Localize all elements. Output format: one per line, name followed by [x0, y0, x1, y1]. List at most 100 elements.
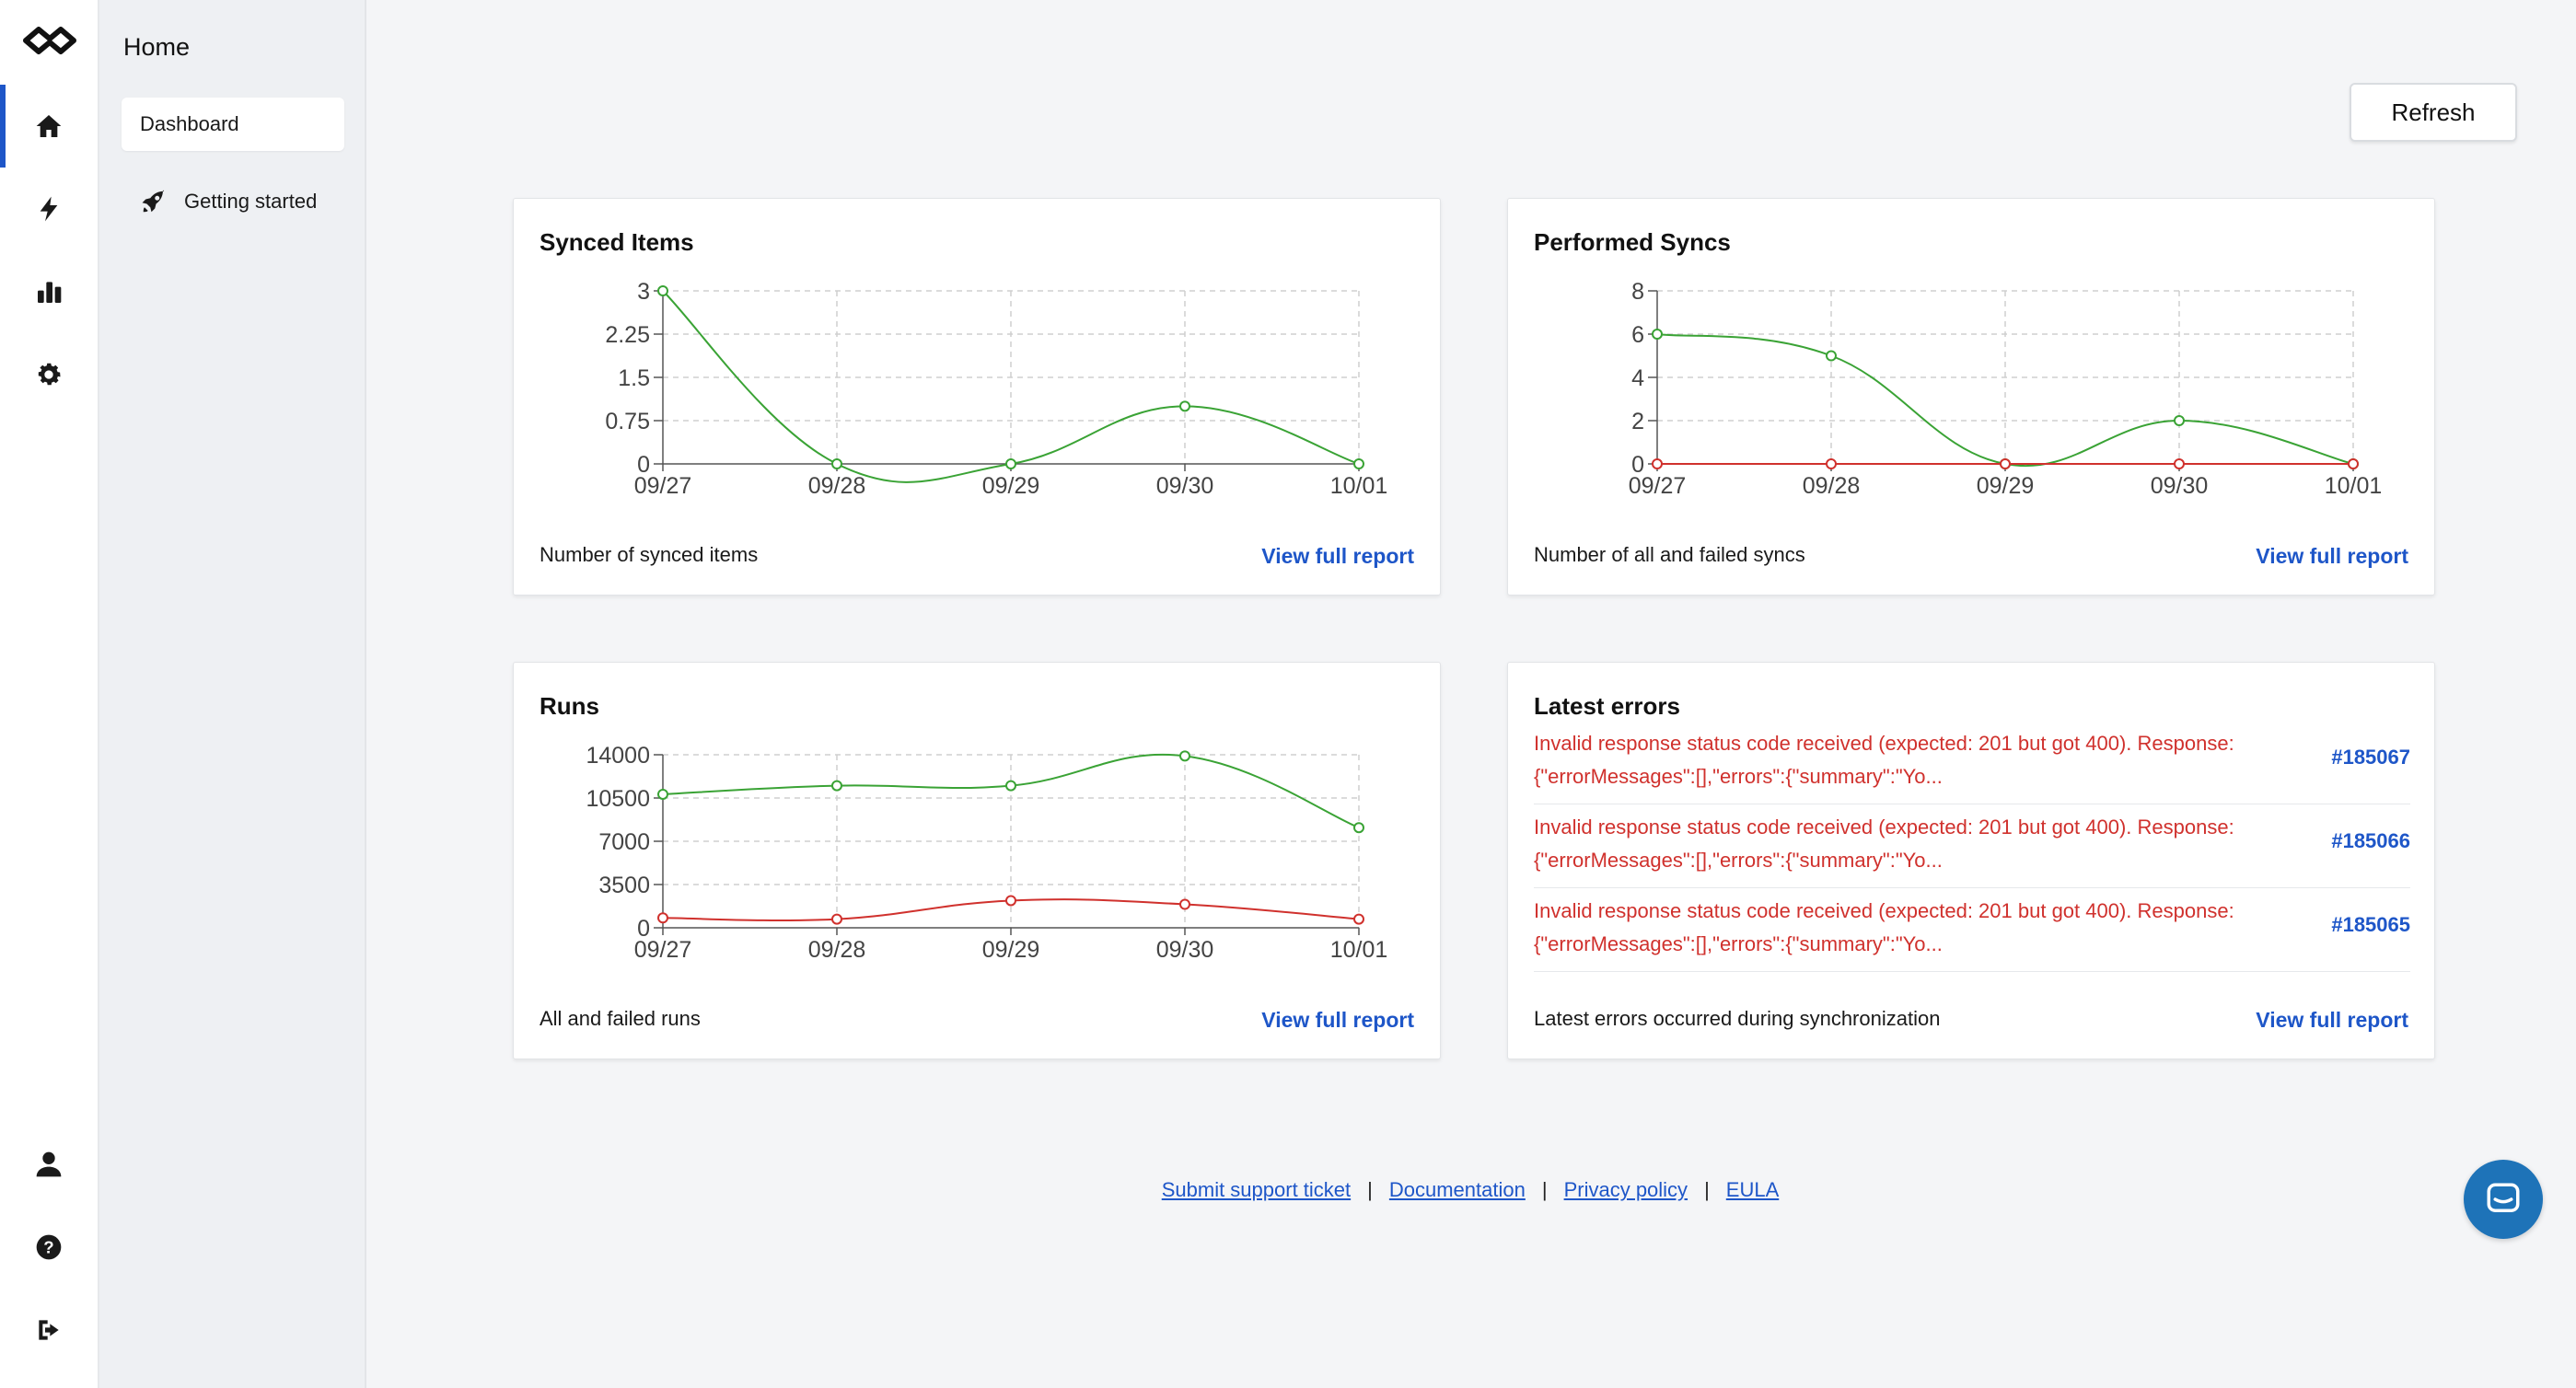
y-tick-label: 1.5 — [618, 365, 650, 391]
data-point[interactable] — [1652, 329, 1663, 340]
sidebar-item-dashboard[interactable]: Dashboard — [122, 98, 344, 151]
data-point[interactable] — [657, 285, 668, 296]
sidebar-item-getting-started[interactable]: Getting started — [122, 175, 344, 228]
nav-logout-button[interactable] — [0, 1289, 98, 1371]
nav-home-button[interactable] — [0, 85, 98, 168]
gear-icon — [38, 363, 61, 386]
synced-items-card: 0 0.75 1.5 2.25 3 09/27 09/28 09/29 09/30 10/01 S… — [513, 198, 1441, 596]
card-caption: Number of synced items — [540, 543, 759, 566]
x-tick-label: 09/29 — [1977, 473, 2035, 499]
x-tick-label: 09/28 — [1803, 473, 1861, 499]
x-tick-label: 09/29 — [982, 473, 1040, 499]
error-message: Invalid response status code received (e… — [1534, 895, 2289, 961]
card-title: Latest errors — [1534, 692, 1680, 720]
error-id-link[interactable]: #185065 — [2331, 913, 2410, 936]
x-tick-label: 09/27 — [634, 937, 692, 963]
y-tick-label: 2.25 — [605, 322, 650, 348]
y-tick-label: 3 — [637, 279, 650, 305]
data-point[interactable] — [831, 780, 842, 792]
help-icon: ? — [36, 1234, 62, 1260]
submit-support-ticket-link[interactable]: Submit support ticket — [1161, 1178, 1352, 1201]
data-point[interactable] — [2174, 458, 2185, 469]
y-tick-label: 10500 — [586, 786, 650, 812]
latest-errors-card: Latest errors Invalid response status co… — [1507, 662, 2435, 1059]
synced-items-chart: 0 0.75 1.5 2.25 3 09/27 09/28 09/29 09/30 10/01 — [605, 279, 1388, 499]
data-point[interactable] — [657, 788, 668, 800]
data-point[interactable] — [2348, 458, 2359, 469]
chat-launcher-button[interactable] — [2464, 1160, 2543, 1239]
error-id-link[interactable]: #185067 — [2331, 746, 2410, 769]
y-tick-label: 2 — [1631, 409, 1644, 434]
card-title: Synced Items — [540, 228, 694, 256]
data-point[interactable] — [1005, 780, 1016, 792]
data-point[interactable] — [1005, 458, 1016, 469]
data-point[interactable] — [1179, 898, 1190, 910]
refresh-button[interactable]: Refresh — [2350, 83, 2517, 142]
user-icon — [36, 1151, 62, 1177]
error-message-line: Invalid response status code received (e… — [1534, 899, 2234, 922]
y-tick-label: 0 — [1631, 452, 1644, 478]
x-tick-label: 10/01 — [1330, 473, 1388, 499]
data-point[interactable] — [831, 458, 842, 469]
error-message-line: Invalid response status code received (e… — [1534, 815, 2234, 839]
data-point[interactable] — [1353, 822, 1364, 834]
error-message: Invalid response status code received (e… — [1534, 727, 2289, 793]
view-full-report-link[interactable]: View full report — [1261, 544, 1414, 568]
footer-separator: | — [1704, 1178, 1710, 1201]
footer-separator: | — [1367, 1178, 1373, 1201]
x-tick-label: 10/01 — [2325, 473, 2383, 499]
view-full-report-link[interactable]: View full report — [2256, 1008, 2408, 1032]
y-tick-label: 0 — [637, 452, 650, 478]
data-point[interactable] — [1826, 350, 1837, 362]
x-tick-label: 10/01 — [1330, 937, 1388, 963]
footer: Submit support ticket | Documentation | … — [0, 1178, 2576, 1202]
nav-help-button[interactable]: ? — [0, 1206, 98, 1289]
nav-reports-button[interactable] — [0, 250, 98, 333]
error-message: Invalid response status code received (e… — [1534, 811, 2289, 877]
data-point[interactable] — [1353, 458, 1364, 469]
error-message-line: {"errorMessages":[],"errors":{"summary":… — [1534, 849, 1943, 872]
data-point[interactable] — [831, 913, 842, 925]
privacy-policy-link[interactable]: Privacy policy — [1563, 1178, 1688, 1201]
error-message-line: Invalid response status code received (e… — [1534, 732, 2234, 755]
app-logo-icon[interactable] — [20, 22, 79, 63]
x-tick-label: 09/30 — [1156, 937, 1214, 963]
nav-connections-button[interactable] — [0, 168, 98, 250]
bar-chart-icon — [38, 282, 62, 303]
data-point[interactable] — [1179, 750, 1190, 762]
data-point[interactable] — [1826, 458, 1837, 469]
data-point[interactable] — [657, 912, 668, 924]
chat-icon — [2487, 1183, 2520, 1212]
documentation-link[interactable]: Documentation — [1388, 1178, 1526, 1201]
logout-icon — [39, 1320, 59, 1340]
x-tick-label: 09/29 — [982, 937, 1040, 963]
nav-profile-button[interactable] — [0, 1123, 98, 1206]
data-point[interactable] — [1652, 458, 1663, 469]
performed-syncs-chart: 0 2 4 6 8 09/27 09/28 09/29 09/30 10/01 — [1629, 279, 2383, 499]
rocket-icon — [142, 190, 165, 213]
data-point[interactable] — [2000, 458, 2011, 469]
svg-text:?: ? — [43, 1238, 53, 1257]
view-full-report-link[interactable]: View full report — [1261, 1008, 1414, 1032]
data-point[interactable] — [1179, 400, 1190, 412]
icon-rail: ? — [0, 0, 99, 1388]
nav-settings-button[interactable] — [0, 333, 98, 416]
error-row: Invalid response status code received (e… — [1534, 804, 2410, 888]
data-point[interactable] — [1353, 913, 1364, 925]
data-point[interactable] — [2174, 415, 2185, 426]
performed-syncs-card: 0 2 4 6 8 09/27 09/28 09/29 09/30 10/01 Performed… — [1507, 198, 2435, 596]
error-id-link[interactable]: #185066 — [2331, 829, 2410, 852]
view-full-report-link[interactable]: View full report — [2256, 544, 2408, 568]
eula-link[interactable]: EULA — [1725, 1178, 1780, 1201]
data-point[interactable] — [1005, 895, 1016, 907]
card-title: Runs — [540, 692, 599, 720]
home-icon — [36, 115, 62, 137]
y-tick-label: 3500 — [598, 873, 650, 898]
y-tick-label: 8 — [1631, 279, 1644, 305]
error-row: Invalid response status code received (e… — [1534, 887, 2410, 972]
x-tick-label: 09/27 — [634, 473, 692, 499]
footer-separator: | — [1541, 1178, 1548, 1201]
y-tick-label: 14000 — [586, 743, 650, 769]
x-tick-label: 09/30 — [2151, 473, 2209, 499]
sidebar-item-label: Getting started — [184, 190, 318, 213]
